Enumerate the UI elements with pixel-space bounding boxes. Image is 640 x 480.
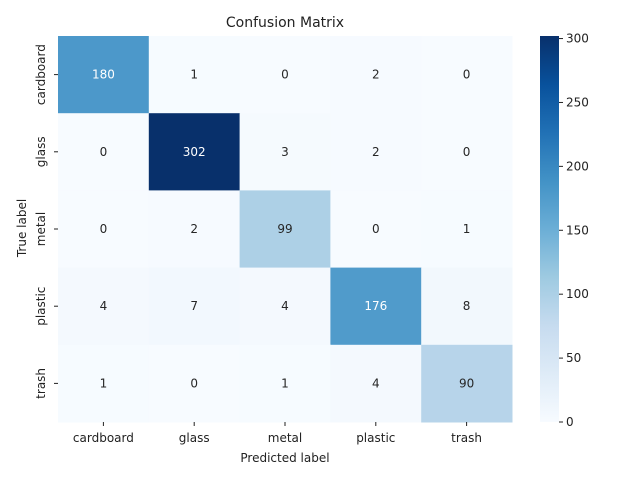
- heatmap-cell: [421, 267, 513, 346]
- cell-value-label: 0: [281, 68, 289, 82]
- cell-value-label: 1: [100, 376, 108, 390]
- heatmap-cell: [148, 113, 241, 191]
- heatmap-cell: [148, 344, 241, 423]
- cell-value-label: 1: [190, 68, 198, 82]
- x-tick-label: cardboard: [73, 431, 134, 445]
- colorbar-tick-label: 50: [566, 351, 581, 365]
- cell-value-label: 4: [281, 299, 289, 313]
- heatmap-cells: 180 1 0 2 0 0 302 3 2 0 0 2 99 0 1 4 7 4 176 8 1 0 1 4 90: [58, 36, 513, 423]
- heatmap-cell: [421, 113, 513, 191]
- cell-value-label: 3: [281, 145, 289, 159]
- cell-value-label: 180: [92, 68, 115, 82]
- colorbar-ticks: 0 50 100 150 200 250 300: [559, 32, 589, 429]
- y-tick-label: plastic: [34, 287, 48, 326]
- colorbar-tick-label: 0: [566, 415, 574, 429]
- cell-value-label: 1: [281, 376, 289, 390]
- cell-value-label: 90: [459, 376, 474, 390]
- heatmap-cell: [330, 113, 422, 191]
- heatmap-cell: [148, 36, 241, 114]
- x-axis-label: Predicted label: [240, 451, 329, 465]
- heatmap-cell: [330, 36, 422, 114]
- heatmap-cell: [58, 267, 150, 346]
- heatmap-cell: [239, 267, 331, 346]
- y-tick-label: metal: [34, 212, 48, 246]
- heatmap-cell: [239, 190, 331, 269]
- heatmap-cell: [421, 344, 513, 423]
- heatmap-cell: [421, 36, 513, 114]
- y-axis-label: True label: [15, 199, 29, 258]
- cell-value-label: 176: [364, 299, 387, 313]
- y-axis-ticks: cardboard glass metal plastic trash: [34, 44, 58, 399]
- cell-value-label: 8: [463, 299, 471, 313]
- colorbar-tick-label: 300: [566, 32, 589, 46]
- heatmap-cell: [330, 267, 422, 346]
- heatmap-cell: [330, 344, 422, 423]
- heatmap-cell: [239, 344, 331, 423]
- cell-value-label: 7: [190, 299, 198, 313]
- cell-value-label: 0: [190, 376, 198, 390]
- cell-value-label: 302: [183, 145, 206, 159]
- y-tick-label: cardboard: [34, 44, 48, 105]
- cell-value-label: 4: [372, 376, 380, 390]
- colorbar-tick-label: 250: [566, 95, 589, 109]
- cell-value-label: 0: [100, 145, 108, 159]
- heatmap-cell: [58, 36, 150, 114]
- cell-value-label: 2: [372, 145, 380, 159]
- heatmap-cell: [421, 190, 513, 269]
- heatmap-cell: [148, 267, 241, 346]
- heatmap-cell: [58, 190, 150, 269]
- x-tick-label: plastic: [356, 431, 395, 445]
- colorbar: [540, 36, 559, 422]
- heatmap-cell: [239, 113, 331, 191]
- colorbar-tick-label: 150: [566, 223, 589, 237]
- cell-value-label: 2: [372, 68, 380, 82]
- heatmap-cell: [239, 36, 331, 114]
- cell-value-label: 0: [372, 222, 380, 236]
- y-tick-label: trash: [34, 368, 48, 399]
- colorbar-tick-label: 200: [566, 159, 589, 173]
- cell-value-label: 0: [463, 145, 471, 159]
- cell-value-label: 4: [100, 299, 108, 313]
- cell-value-label: 0: [463, 68, 471, 82]
- x-tick-label: trash: [451, 431, 482, 445]
- heatmap-cell: [330, 190, 422, 269]
- cell-value-label: 99: [277, 222, 292, 236]
- cell-value-label: 1: [463, 222, 471, 236]
- cell-value-label: 0: [100, 222, 108, 236]
- colorbar-tick-label: 100: [566, 287, 589, 301]
- heatmap-cell: [58, 344, 150, 423]
- x-axis-ticks: cardboard glass metal plastic trash: [73, 422, 482, 445]
- y-tick-label: glass: [34, 136, 48, 167]
- cell-value-label: 2: [190, 222, 198, 236]
- heatmap-cell: [148, 190, 241, 269]
- chart-title: Confusion Matrix: [226, 15, 344, 31]
- heatmap-cell: [58, 113, 150, 191]
- x-tick-label: metal: [268, 431, 302, 445]
- x-tick-label: glass: [179, 431, 210, 445]
